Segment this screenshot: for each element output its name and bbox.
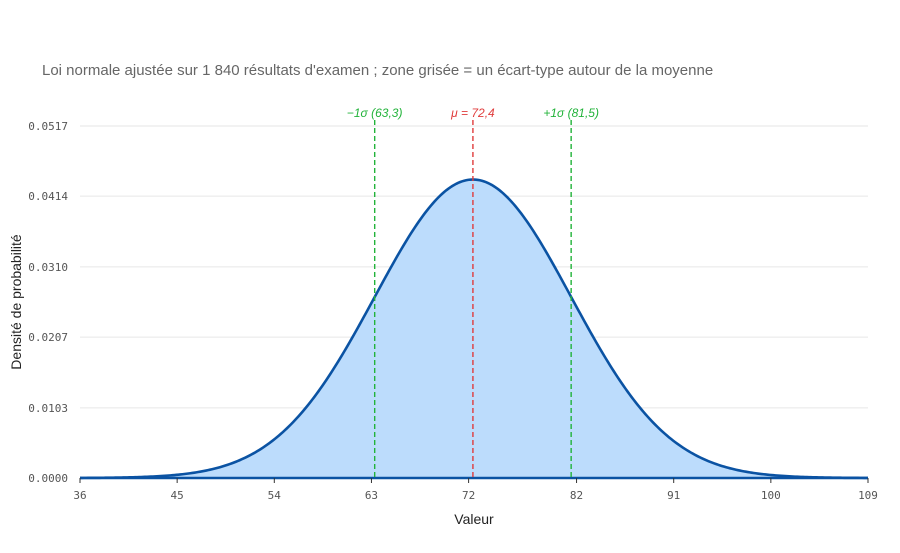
sigma-label: −1σ (63,3) (347, 106, 403, 120)
y-tick-label: 0.0310 (28, 261, 68, 274)
x-tick-label: 36 (73, 489, 86, 502)
y-axis-ticks: 0.0000 0.0103 0.0207 0.0310 0.0414 0.0517 (28, 120, 68, 485)
y-tick-label: 0.0414 (28, 190, 68, 203)
x-axis-label: Valeur (454, 511, 494, 527)
x-tick-label: 54 (268, 489, 282, 502)
density-curve (79, 178, 869, 480)
density-area (79, 178, 869, 480)
mean-label: μ = 72,4 (450, 106, 495, 120)
x-tick-label: 45 (171, 489, 184, 502)
x-tick-label: 100 (761, 489, 781, 502)
chart-subtitle: Loi normale ajustée sur 1 840 résultats … (42, 62, 713, 79)
y-tick-label: 0.0000 (28, 472, 68, 485)
reference-lines: −1σ (63,3) μ = 72,4 +1σ (81,5) (347, 106, 599, 478)
x-tick-label: 63 (365, 489, 378, 502)
sigma-label: +1σ (81,5) (543, 106, 599, 120)
y-tick-label: 0.0103 (28, 402, 68, 415)
y-axis-label: Densité de probabilité (8, 234, 24, 370)
density-fill (80, 179, 868, 478)
x-tick-label: 72 (462, 489, 475, 502)
x-axis-ticks: 36 45 54 63 72 82 91 100 109 (73, 478, 878, 502)
y-tick-label: 0.0207 (28, 331, 68, 344)
x-tick-label: 82 (570, 489, 583, 502)
x-tick-label: 91 (667, 489, 680, 502)
y-tick-label: 0.0517 (28, 120, 68, 133)
x-tick-label: 109 (858, 489, 878, 502)
